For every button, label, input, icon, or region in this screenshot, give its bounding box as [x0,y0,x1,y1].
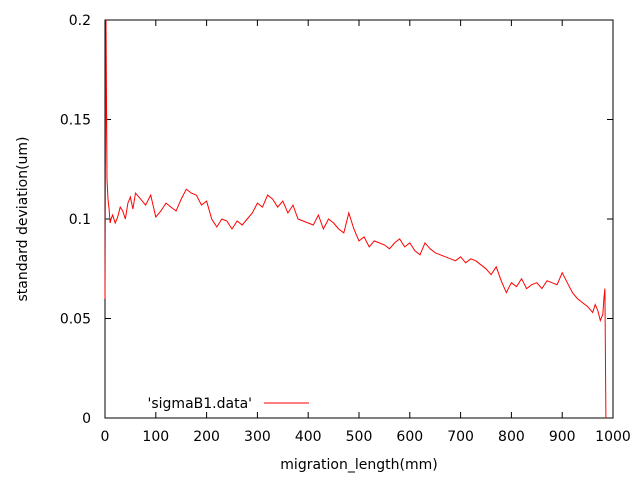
legend: 'sigmaB1.data' [148,396,309,412]
x-tick-label: 400 [295,429,322,445]
x-axis: 0 100 200 300 400 500 600 700 800 900 1000 [101,20,631,445]
x-tick-label: 200 [193,429,220,445]
x-tick-label: 900 [549,429,576,445]
legend-label: 'sigmaB1.data' [148,396,252,412]
x-tick-label: 1000 [595,429,631,445]
x-tick-label: 500 [346,429,373,445]
y-axis: 0 0.05 0.1 0.15 0.2 [60,13,613,427]
x-tick-label: 0 [101,429,110,445]
x-axis-label: migration_length(mm) [280,457,437,473]
y-tick-label: 0.05 [60,312,91,328]
x-tick-label: 700 [447,429,474,445]
series-line-sigmab1 [104,19,607,419]
y-tick-label: 0.1 [69,212,91,228]
x-tick-label: 300 [244,429,271,445]
x-tick-label: 800 [498,429,525,445]
y-tick-label: 0.2 [69,13,91,29]
x-tick-label: 100 [142,429,169,445]
x-tick-label: 600 [396,429,423,445]
y-tick-label: 0 [82,411,91,427]
y-axis-label: standard deviation(um) [15,136,31,301]
y-tick-label: 0.15 [60,113,91,129]
plot-frame [104,19,614,419]
